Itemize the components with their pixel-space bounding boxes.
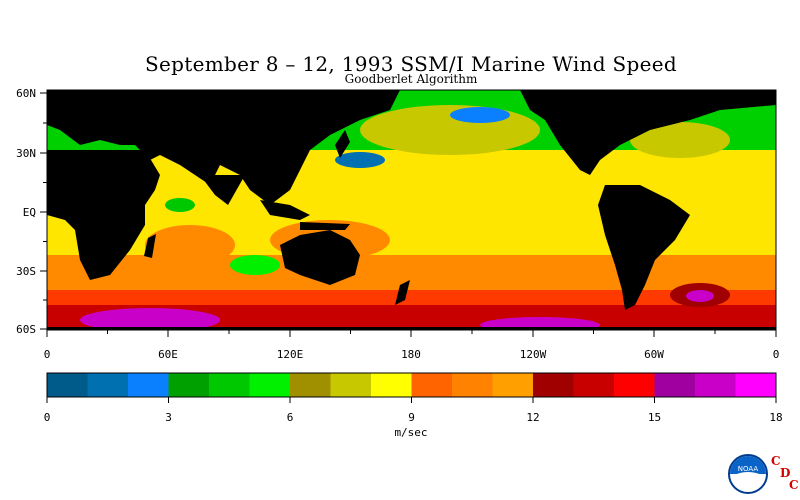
cdc-logo-letter-2: D — [780, 466, 791, 480]
colorbar-swatch — [87, 373, 129, 397]
land-masses — [47, 90, 776, 330]
lon-label: 60E — [158, 348, 178, 361]
lat-label: 30S — [16, 265, 36, 278]
colorbar-swatch — [492, 373, 534, 397]
colorbar-swatch — [573, 373, 615, 397]
colorbar-swatch — [533, 373, 574, 397]
colorbar-swatch — [290, 373, 331, 397]
colorbar-swatch — [209, 373, 250, 397]
colorbar — [46, 372, 777, 398]
colorbar-swatch — [654, 373, 696, 397]
colorbar-tick-label: 0 — [44, 411, 51, 424]
cdc-logo-letter-3: C — [789, 478, 799, 492]
lat-label: 60N — [16, 87, 36, 100]
lat-label: 30N — [16, 147, 36, 160]
colorbar-swatch — [47, 373, 88, 397]
colorbar-swatch — [452, 373, 493, 397]
longitude-axis: 0 60E 120E 180 120W 60W 0 — [44, 330, 780, 361]
colorbar-swatch — [249, 373, 291, 397]
map-subtitle: Goodberlet Algorithm — [344, 72, 478, 86]
colorbar-unit-label: m/sec — [394, 426, 428, 439]
colorbar-tick-label: 3 — [165, 411, 172, 424]
colorbar-tick-label: 15 — [648, 411, 661, 424]
colorbar-tick-label: 6 — [287, 411, 294, 424]
colorbar-tick-label: 18 — [769, 411, 782, 424]
lon-label: 120W — [520, 348, 547, 361]
map-title: September 8 – 12, 1993 SSM/I Marine Wind… — [145, 52, 677, 76]
colorbar-swatch — [695, 373, 736, 397]
colorbar-swatch — [735, 373, 777, 397]
lon-label: 0 — [773, 348, 780, 361]
lon-label: 60W — [644, 348, 664, 361]
svg-text:NOAA: NOAA — [738, 465, 759, 473]
colorbar-swatch — [128, 373, 169, 397]
colorbar-axis: 0 3 6 9 12 15 18 — [44, 397, 783, 424]
lon-label: 120E — [277, 348, 304, 361]
map-field — [47, 90, 776, 330]
colorbar-swatch — [614, 373, 655, 397]
colorbar-swatch — [330, 373, 372, 397]
colorbar-tick-label: 9 — [408, 411, 415, 424]
lat-label: EQ — [23, 206, 36, 219]
colorbar-swatch — [168, 373, 210, 397]
cdc-logo-letter-1: C — [771, 454, 781, 468]
colorbar-swatch — [411, 373, 453, 397]
lon-label: 0 — [44, 348, 51, 361]
colorbar-swatch — [371, 373, 412, 397]
colorbar-tick-label: 12 — [526, 411, 539, 424]
noaa-logo: NOAA — [728, 454, 768, 494]
lat-label: 60S — [16, 323, 36, 336]
lon-label: 180 — [401, 348, 421, 361]
latitude-axis: 60N 30N EQ 30S 60S — [16, 87, 47, 336]
